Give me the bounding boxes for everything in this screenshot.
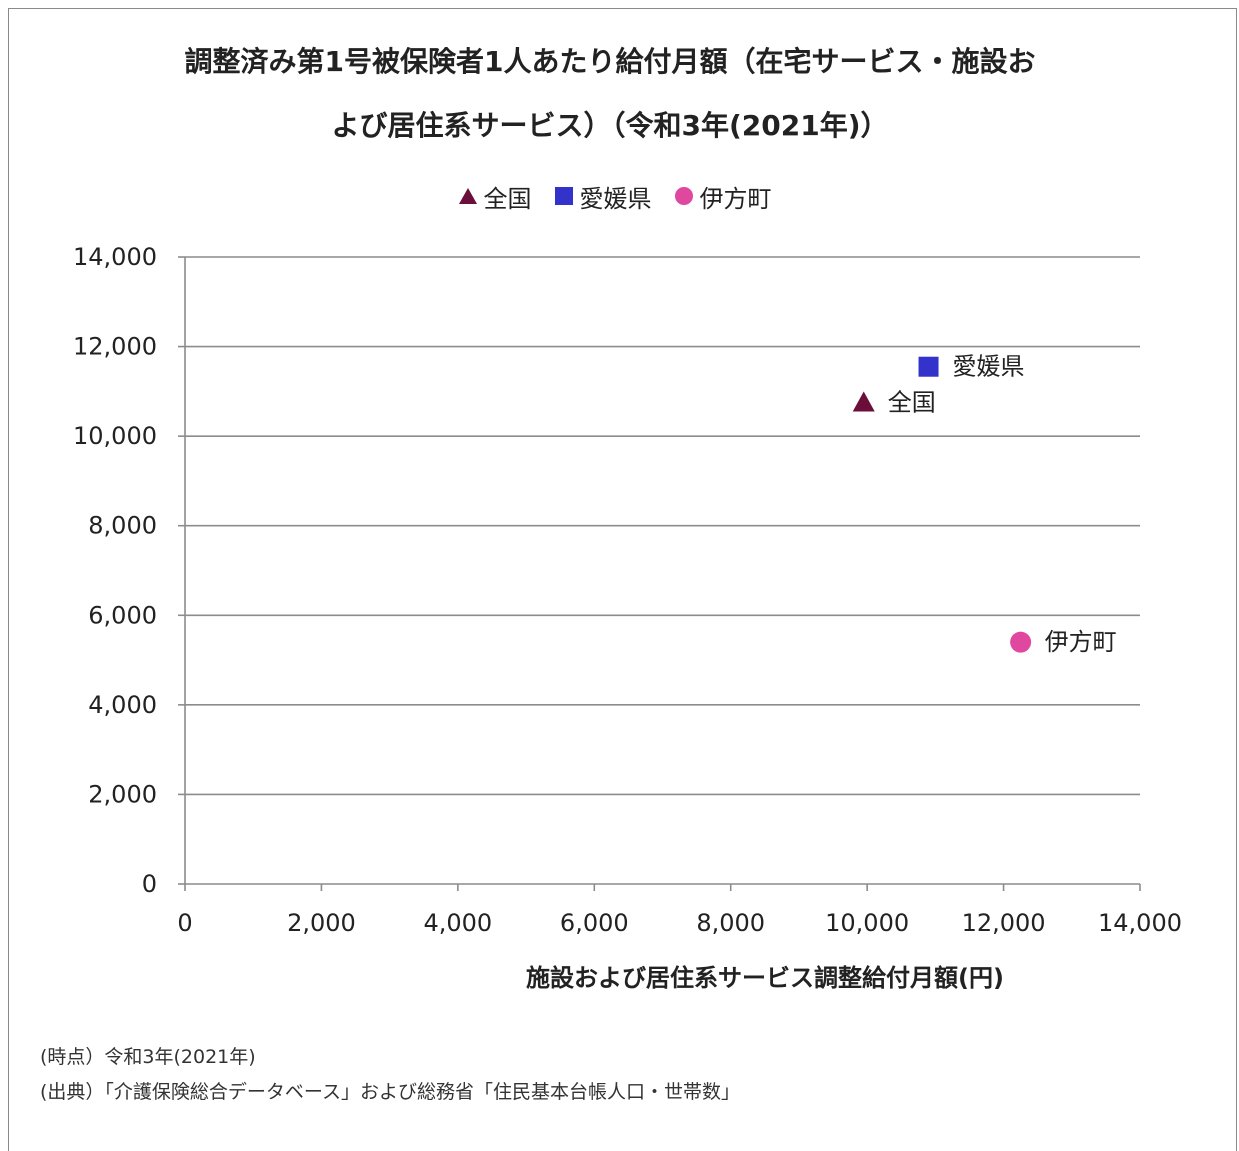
y-tick-label: 8,000 [88,512,157,540]
data-point-ehime [918,356,939,377]
legend-item-national: 全国 [458,179,532,214]
legend-label-national: 全国 [483,184,532,213]
x-tick-label: 12,000 [962,909,1046,937]
square-icon [554,187,573,205]
chart-frame [8,8,1237,1151]
y-tick-label: 10,000 [73,422,157,450]
legend-item-ehime: 愛媛県 [554,179,652,214]
y-tick-label: 14,000 [73,243,157,271]
x-tick-label: 14,000 [1098,909,1182,937]
data-point-ikata [1010,631,1032,653]
x-tick-label: 8,000 [696,909,765,937]
data-point-national [852,391,875,412]
data-point-label: 全国 [888,389,936,417]
x-axis-label: 施設および居住系サービス調整給付月額(円) [526,964,1004,992]
x-tick-label: 6,000 [560,909,629,937]
y-tick-label: 12,000 [73,333,157,361]
chart-title: 調整済み第1号被保険者1人あたり給付月額（在宅サービス・施設お よび居住系サービ… [60,30,1160,158]
chart-title-line1: 調整済み第1号被保険者1人あたり給付月額（在宅サービス・施設お [184,45,1036,78]
triangle-icon [458,188,477,204]
notes: (時点）令和3年(2021年) (出典）「介護保険総合データベース」および総務省… [40,1040,740,1110]
x-tick-label: 0 [177,909,192,937]
note-source: (出典）「介護保険総合データベース」および総務省「住民基本台帳人口・世帯数」 [40,1081,740,1103]
y-tick-label: 0 [142,870,157,898]
y-tick-label: 4,000 [88,691,157,719]
x-tick-label: 10,000 [825,909,909,937]
data-point-label: 愛媛県 [953,353,1025,381]
legend-label-ehime: 愛媛県 [579,184,652,213]
legend: 全国 愛媛県 伊方町 [0,176,1229,216]
chart-title-line2: よび居住系サービス）（令和3年(2021年)） [331,109,889,142]
x-tick-label: 2,000 [287,909,356,937]
legend-label-ikata: 伊方町 [699,184,772,213]
circle-icon [674,187,693,205]
y-tick-label: 2,000 [88,780,157,808]
y-tick-label: 6,000 [88,601,157,629]
note-time-point: (時点）令和3年(2021年) [40,1046,256,1068]
x-tick-label: 4,000 [423,909,492,937]
legend-item-ikata: 伊方町 [674,179,772,214]
data-point-label: 伊方町 [1045,628,1117,656]
